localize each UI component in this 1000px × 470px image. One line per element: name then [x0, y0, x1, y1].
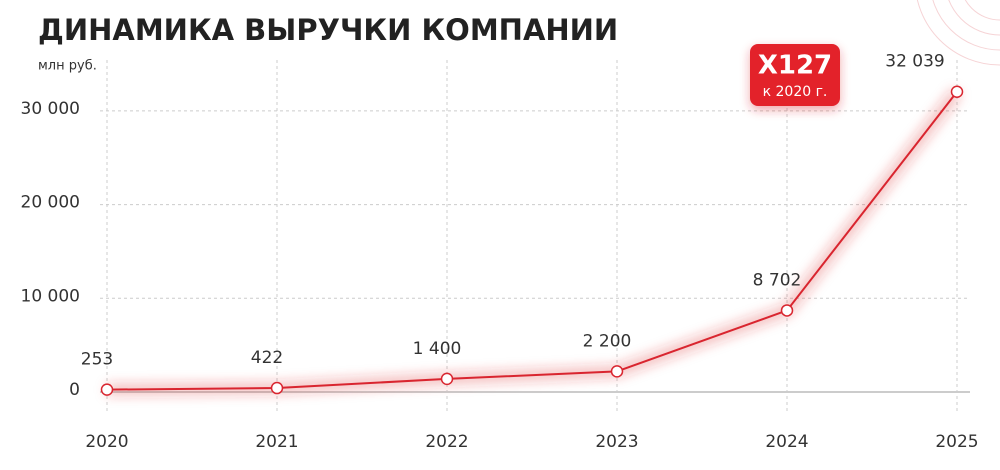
grid: 0 10 000 20 000 30 000 2020 2021 2022 2023 2024 2… [21, 60, 979, 452]
annotation-title: X127 [758, 51, 832, 81]
value-label: 253 [81, 350, 113, 370]
value-label: 2 200 [583, 331, 632, 351]
x-tick-label: 2024 [765, 432, 808, 452]
y-tick-label: 30 000 [21, 99, 80, 119]
y-tick-label: 10 000 [21, 286, 80, 306]
point [100, 383, 114, 396]
chart-title: ДИНАМИКА ВЫРУЧКИ КОМПАНИИ [38, 13, 618, 47]
plot: 253 422 1 400 2 200 8 702 32 039 [81, 52, 964, 396]
x-tick-label: 2020 [85, 432, 128, 452]
line-glow [106, 88, 961, 395]
annotation [750, 44, 840, 106]
y-unit: млн руб. [38, 59, 97, 74]
y-tick-label: 0 [69, 380, 80, 400]
point [950, 85, 964, 98]
value-label: 422 [251, 348, 283, 368]
point [440, 372, 454, 386]
value-label: 8 702 [753, 270, 802, 290]
value-label: 1 400 [413, 339, 462, 359]
x-tick-label: 2022 [425, 432, 468, 452]
x-tick-label: 2021 [255, 432, 298, 452]
point [780, 304, 794, 317]
point [270, 381, 284, 395]
annotation-box [750, 44, 840, 106]
y-tick-label: 20 000 [21, 193, 80, 213]
line [106, 91, 958, 391]
x-tick-label: 2023 [595, 432, 638, 452]
x-tick-label: 2025 [935, 432, 978, 452]
value-label: 32 039 [885, 52, 944, 72]
point [610, 365, 624, 378]
annotation-text: к 2020 г. [763, 84, 828, 100]
